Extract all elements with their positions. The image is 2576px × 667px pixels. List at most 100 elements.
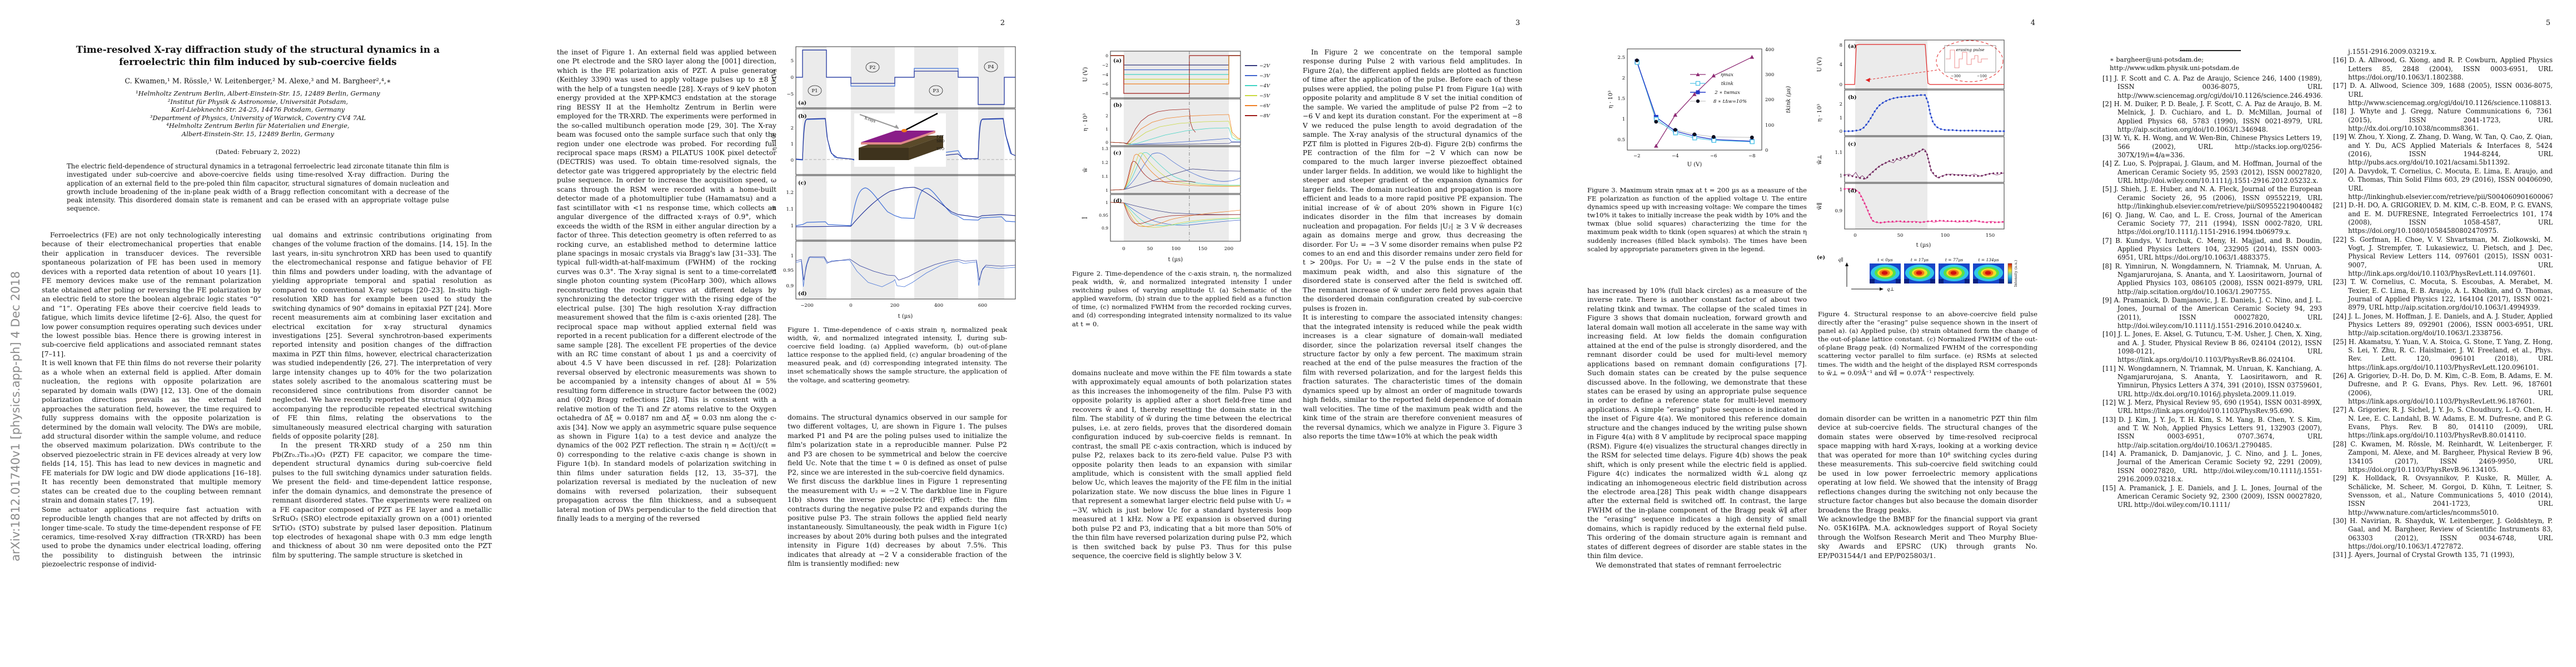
tick: 100 [1941, 233, 1950, 238]
body-paragraph: We acknowledge the BMBF for the financia… [1818, 515, 2037, 560]
tick: 0 [1840, 129, 1842, 135]
reference-item: [10] J. L. Jones, E. Aksel, G. Tutuncu, … [2102, 330, 2322, 364]
fig2-ylabel-c: w̃ [1083, 167, 1089, 172]
fig2-ylabel-b: η · 10³ [1083, 113, 1089, 131]
tick: 1.2 [786, 190, 794, 196]
tick: 200 [1765, 97, 1774, 103]
reference-item: [27] A. Grigoriev, R. J. Sichel, J. Y. J… [2333, 406, 2553, 440]
reference-item: [8] R. Yimnirun, N. Wongdamnern, N. Tria… [2102, 262, 2322, 296]
p2-column-1: the inset of Figure 1. An external field… [557, 48, 776, 607]
body-paragraph: domains nucleate and move within the FE … [1072, 369, 1292, 560]
reference-item: [12] W. J. Merz, Physical Review 95, 690… [2102, 399, 2322, 415]
reference-item: [26] A. Grigoriev, D.-H. Do, D. M. Kim, … [2333, 372, 2553, 406]
tick: −300 [1951, 74, 1961, 78]
reference-item: [14] A. Pramanick, D. Damjanovic, J. C. … [2102, 450, 2322, 484]
tick: −5 [786, 92, 794, 97]
body-paragraph: Some actuator applications require fast … [42, 505, 261, 569]
tick: 600 [978, 303, 987, 308]
reference-item: j.1551-2916.2009.03219.x. [2348, 48, 2437, 56]
fig4-qperp-label: q⊥ [1887, 287, 1894, 292]
tick: 0 [1840, 82, 1842, 88]
references-column-1: [1] J. F. Scott and C. A. Paz de Araujo,… [2102, 74, 2322, 607]
tick: 1.1 [1102, 174, 1108, 179]
reference-item: [22] S. Gorfman, H. Choe, V. V. Shvartsm… [2333, 235, 2553, 277]
body-paragraph: domains. The structural dynamics observe… [788, 414, 1007, 476]
fig3-time-markers [1635, 58, 1755, 145]
fig2-panel-a-label: (a) [1113, 58, 1122, 64]
tick: 100 [1765, 123, 1774, 128]
tick: 0 [1853, 233, 1856, 238]
fig1-inset-sro-label: SRO [936, 139, 945, 143]
tick: 300 [1765, 72, 1774, 78]
body-paragraph: has increased by 10% (full black circles… [1587, 287, 1807, 560]
fig4-qpar-label: q∥ [1838, 257, 1843, 263]
affiliation-line: ⁴Helmholtz Zentrum Berlin für Materialie… [166, 122, 350, 130]
fig1-pulse-bands [803, 47, 1004, 299]
figure-4: erasing pulse −300 −100 (a) 8 4 0 U (V) … [1816, 39, 2018, 292]
fig4-panel-a-label: (a) [1848, 43, 1856, 49]
fig2-panel-b-label: (b) [1113, 102, 1122, 108]
fig4-x-axis: 0 50 100 150 t (µs) [1853, 233, 1995, 248]
tick: −6 [1102, 82, 1108, 87]
page-2: 2 the inset of Figure 1. An external fie… [515, 0, 1030, 667]
fig2-panel-c-label: (c) [1113, 150, 1122, 156]
reference-item: [13] D. J. Kim, J. Y. Jo, T. H. Kim, S. … [2102, 415, 2322, 449]
body-paragraph: Ferroelectrics (FE) are not only technol… [42, 231, 261, 358]
tick: 50 [1897, 233, 1904, 238]
tick: 0 [1122, 246, 1125, 252]
footnote-rule [2180, 50, 2241, 51]
tick: 1.2 [1102, 160, 1108, 165]
tick: 1 [791, 253, 794, 259]
reference-item: [28] C. Kwamen, M. Rössle, M. Reinhardt,… [2333, 440, 2553, 474]
reference-item: [15] A. Pramanick, J. E. Daniels, and J.… [2102, 484, 2322, 509]
tick: 1 [791, 223, 794, 229]
tick: 0.9 [1102, 226, 1108, 231]
tick: 200 [890, 303, 899, 308]
fig1-pulse-p4: P4 [988, 64, 994, 70]
fig1-ylabel-c: w̃ [771, 205, 778, 210]
fig4-panel-c-label: (c) [1848, 141, 1856, 147]
tick: −200 [800, 303, 813, 308]
reference-item: [5] J. Shieh, J. E. Huber, and N. A. Fle… [2102, 185, 2322, 211]
rsm-time-label: t < 0µs [1877, 257, 1893, 262]
fig1-pulse-labels: P1 P2 P3 P4 [808, 61, 998, 96]
fig2-legend-4v: −4V [1259, 83, 1270, 89]
tick: −6 [1710, 153, 1717, 159]
affiliations: ¹Helmholtz Zentrum Berlin, Albert-Einste… [63, 89, 452, 138]
tick: 0.95 [783, 268, 794, 273]
tick: −8 [1748, 153, 1756, 159]
page-number: 5 [2545, 19, 2550, 27]
p1-column-1: Ferroelectrics (FE) are not only technol… [42, 231, 261, 607]
fig4-ylabel-d: w̃∥ [1816, 202, 1823, 210]
fig4-panel-b-label: (b) [1848, 94, 1857, 101]
fig1-inset-sto-label: STO [936, 147, 944, 151]
tick: 1 [1622, 117, 1625, 122]
reference-item: [9] A. Pramanick, D. Damjanovic, J. E. D… [2102, 296, 2322, 330]
tick: 0 [849, 303, 852, 308]
body-paragraph: the inset of Figure 1. An external field… [557, 48, 776, 523]
affiliation-line: ¹Helmholtz Zentrum Berlin, Albert-Einste… [136, 89, 380, 97]
page-4: 4 [1546, 0, 2061, 667]
fig3-legend: ηmax tkink 2 ∗ twmax 8 ∗ tΔw=10% [1690, 72, 1747, 104]
fig2-legend-3v: −3V [1259, 73, 1270, 79]
fig3-ylabel-left: η · 10³ [1608, 91, 1614, 108]
fig2-legend-5v: −5V [1259, 93, 1270, 99]
tick: 400 [934, 303, 943, 308]
body-paragraph: In the present TR-XRD study of a 250 nm … [272, 441, 492, 559]
tick: 0.9 [1835, 208, 1842, 214]
reference-item: [20] A. Davydok, T. Cornelius, C. Mocuta… [2333, 167, 2553, 201]
figure-2-caption: Figure 2. Time-dependence of the c-axis … [1072, 270, 1292, 328]
tick: 100 [1172, 246, 1180, 252]
reference-item: [23] T. W. Cornelius, C. Mocuta, S. Esco… [2333, 278, 2553, 312]
fig1-inset-pzt-label: PZT [936, 135, 944, 139]
tick: 150 [1198, 246, 1207, 252]
tick: 0 [1105, 140, 1108, 145]
p3-column-1: domains nucleate and move within the FE … [1072, 369, 1292, 607]
fig2-legend-2v: −2V [1259, 63, 1270, 69]
tick: 0.95 [1099, 213, 1108, 218]
arxiv-watermark: arXiv:1812.01740v1 [physics.app-ph] 4 De… [9, 271, 22, 561]
affiliation-line: ³Department of Physics, University of Wa… [150, 113, 366, 122]
tick: 0 [1765, 148, 1768, 153]
fig2-x-axis: 0 50 100 150 200 t (µs) [1122, 246, 1233, 263]
tick: 1 [1105, 127, 1108, 132]
